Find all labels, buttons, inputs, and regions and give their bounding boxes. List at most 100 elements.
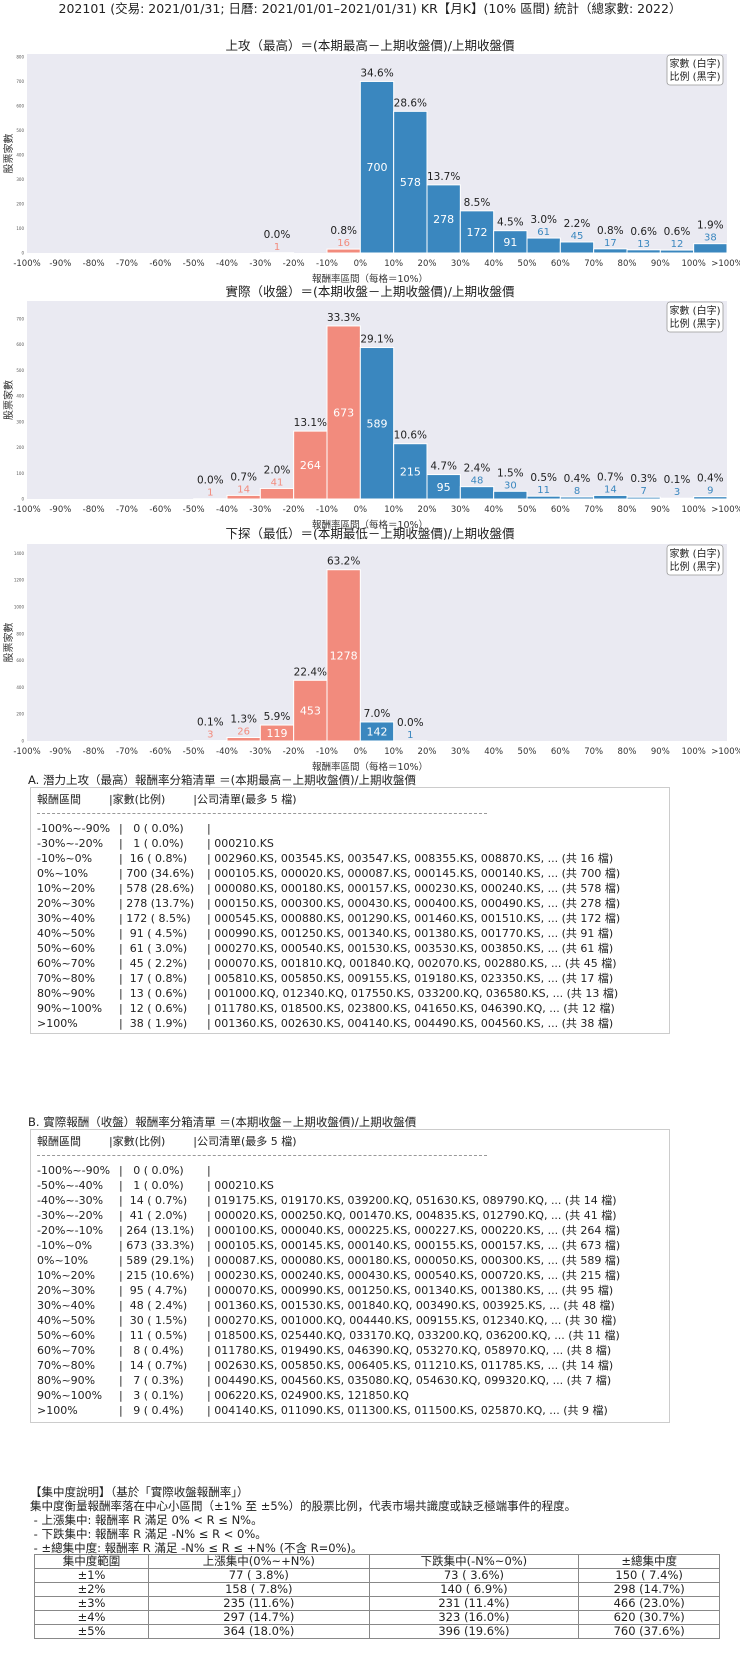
list-row: >100% | 38 ( 1.9%) | 001360.KS, 002630.KS,… [37, 1016, 613, 1031]
row-count: | 9 ( 0.4%) [119, 1404, 184, 1417]
bar-count-label: 17 [604, 238, 617, 249]
row-range: 10%~20% [37, 1269, 96, 1282]
bar [659, 249, 695, 254]
x-tick-label: -50% [183, 747, 205, 757]
y-tick-label: 500 [16, 128, 24, 133]
row-count: | 0 ( 0.0%) [119, 822, 184, 835]
bar-count-label: 95 [437, 481, 451, 494]
bar-count-label: 264 [300, 459, 321, 472]
row-count: | 8 ( 0.4%) [119, 1344, 184, 1357]
bar-count-label: 3 [207, 730, 213, 741]
y-tick-label: 300 [16, 177, 24, 182]
y-tick-label: 700 [16, 317, 24, 322]
y-tick-label: 200 [16, 712, 24, 717]
row-range: 40%~50% [37, 1314, 96, 1327]
x-tick-label: -70% [116, 259, 138, 269]
bar-count-label: 1 [407, 730, 413, 741]
bar-percent-label: 7.0% [364, 708, 391, 720]
chart-low-histogram: 下探（最低）＝(本期最低－上期收盤價)/上期收盤價020040060080010… [2, 526, 740, 773]
bar-count-label: 278 [433, 213, 454, 226]
column-header: 集中度範圍 [33, 1554, 150, 1569]
row-range: 80%~90% [37, 1374, 96, 1387]
x-tick-label: -80% [83, 505, 105, 515]
y-tick-label: 100 [16, 471, 24, 476]
row-companies: | 000270.KS, 001000.KQ, 004440.KS, 00915… [207, 1314, 617, 1327]
x-tick-label: -90% [49, 747, 71, 757]
x-tick-label: 30% [451, 259, 470, 269]
y-tick-label: 200 [16, 445, 24, 450]
row-count: | 0 ( 0.0%) [119, 1164, 184, 1177]
legend-entry: 家數 (白字) [670, 57, 721, 70]
column-header: 下跌集中(-N%~0%) [368, 1554, 580, 1569]
x-tick-label: 0% [354, 747, 368, 757]
x-tick-label: 20% [418, 747, 437, 757]
bar-count-label: 38 [704, 233, 717, 244]
row-range: 50%~60% [37, 1329, 96, 1342]
row-companies: | [207, 822, 211, 835]
x-tick-label: 30% [451, 747, 470, 757]
table-cell: ±4% [33, 1610, 150, 1625]
bar-percent-label: 4.5% [497, 217, 524, 229]
bar [226, 737, 261, 742]
row-count: | 215 (10.6%) [119, 1269, 195, 1282]
row-companies: | 000105.KS, 000145.KS, 000140.KS, 00015… [207, 1239, 621, 1252]
table-header-row: 集中度範圍 上漲集中(0%~+N%) 下跌集中(-N%~0%) ±總集中度 [33, 1554, 720, 1569]
x-tick-label: -20% [283, 505, 305, 515]
row-count: | 3 ( 0.1%) [119, 1389, 184, 1402]
row-count: | 673 (33.3%) [119, 1239, 195, 1252]
x-tick-label: -60% [149, 747, 171, 757]
bar-count-label: 589 [367, 417, 388, 430]
row-companies: | 000210.KS [207, 837, 274, 850]
x-tick-label: -10% [316, 259, 338, 269]
bar-count-label: 578 [400, 176, 421, 189]
list-row: 0%~10% | 700 (34.6%) | 000105.KS, 000020.K… [37, 866, 620, 881]
bar-percent-label: 22.4% [294, 666, 327, 678]
row-count: | 41 ( 2.0%) [119, 1209, 188, 1222]
list-row: 50%~60% | 11 ( 0.5%) | 018500.KS, 025440.K… [37, 1328, 620, 1343]
row-range: >100% [37, 1404, 78, 1417]
section-a-list-box: 報酬區間 |家數(比例) |公司清單(最多 5 檔) -100%~-90% | 0 … [30, 787, 670, 1034]
row-range: 20%~30% [37, 897, 96, 910]
x-tick-label: 80% [618, 259, 637, 269]
list-row: -10%~0% | 16 ( 0.8%) | 002960.KS, 003545.K… [37, 851, 613, 866]
bar-count-label: 142 [367, 725, 388, 738]
list-row: 0%~10% | 589 (29.1%) | 000087.KS, 000080.K… [37, 1253, 620, 1268]
bar-count-label: 12 [671, 239, 684, 250]
section-a-title: A. 潛力上攻（最高）報酬率分箱清單 ＝(本期最高－上期收盤價)/上期收盤價 [28, 773, 416, 787]
row-range: -10%~0% [37, 852, 93, 865]
bar [626, 249, 661, 254]
row-count: | 7 ( 0.3%) [119, 1374, 184, 1387]
legend-entry: 家數 (白字) [670, 304, 721, 317]
x-tick-label: -20% [283, 747, 305, 757]
list-row: -100%~-90% | 0 ( 0.0%) | [37, 1163, 211, 1178]
divider [37, 813, 487, 814]
x-tick-label: -70% [116, 747, 138, 757]
list-row: -30%~-20% | 41 ( 2.0%) | 000020.KS, 000250… [37, 1208, 617, 1223]
row-count: | 45 ( 2.2%) [119, 957, 188, 970]
bar-percent-label: 0.6% [630, 226, 657, 238]
bar [426, 184, 461, 254]
chart-close-histogram: 實際（收盤）＝(本期收盤－上期收盤價)/上期收盤價 0 100 200 300 400 50… [2, 284, 740, 531]
x-tick-label: 90% [651, 259, 670, 269]
list-row: 30%~40% | 48 ( 2.4%) | 001360.KS, 001530.K… [37, 1298, 615, 1313]
y-tick-label: 800 [16, 54, 24, 59]
concentration-table: 集中度範圍 上漲集中(0%~+N%) 下跌集中(-N%~0%) ±總集中度 ±1% 77 … [33, 1554, 720, 1639]
divider [37, 1155, 487, 1156]
list-row: 10%~20% | 215 (10.6%) | 000230.KS, 000240.… [37, 1268, 620, 1283]
row-range: 60%~70% [37, 1344, 96, 1357]
row-companies: | 000270.KS, 000540.KS, 001530.KS, 00353… [207, 942, 614, 955]
row-companies: | 001360.KS, 001530.KS, 001840.KQ, 00349… [207, 1299, 615, 1312]
list-row: -20%~-10% | 264 (13.1%) | 000100.KS, 00004… [37, 1223, 620, 1238]
row-count: | 1 ( 0.0%) [119, 1179, 184, 1192]
bar-count-label: 3 [674, 487, 680, 498]
concentration-note-line: - 下跌集中: 報酬率 R 滿足 -N% ≤ R < 0%。 [30, 1527, 267, 1541]
concentration-notes: 【集中度說明】（基於「實際收盤報酬率」） 集中度衡量報酬率落在中心小區間（±1% … [30, 1485, 576, 1555]
bar [326, 569, 361, 742]
x-tick-label: >100% [711, 505, 740, 515]
bar-count-label: 48 [471, 476, 484, 487]
bar-count-label: 13 [637, 239, 650, 250]
chart-title: 下探（最低）＝(本期最低－上期收盤價)/上期收盤價 [226, 526, 515, 541]
table-cell: 364 (18.0%) [148, 1624, 370, 1639]
x-tick-label: -80% [83, 747, 105, 757]
column-header: ±總集中度 [578, 1554, 720, 1569]
